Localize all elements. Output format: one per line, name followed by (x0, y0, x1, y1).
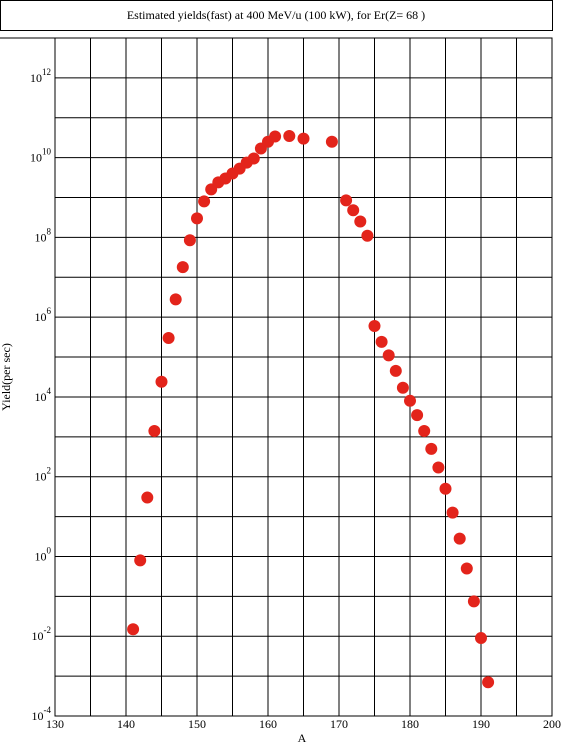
data-point (155, 375, 168, 388)
data-point (247, 152, 260, 165)
title-box (0, 0, 553, 31)
data-point (340, 194, 353, 207)
data-point (475, 632, 487, 645)
y-tick-label: 10-4 (32, 705, 52, 723)
y-tick-label: 104 (35, 386, 52, 404)
y-tick-exponent: -2 (44, 625, 52, 635)
data-point (482, 676, 495, 689)
y-tick-label: 102 (35, 466, 52, 484)
chart-title: Estimated yields(fast) at 400 MeV/u (100… (127, 8, 425, 22)
data-point (347, 204, 360, 217)
data-point (439, 482, 452, 495)
y-tick-label: 1012 (30, 67, 51, 85)
data-point (418, 424, 431, 437)
y-tick-exponent: 6 (47, 306, 52, 316)
y-tick-base: 10 (30, 71, 42, 85)
y-tick-base: 10 (35, 549, 47, 563)
data-point (453, 532, 466, 545)
y-tick-exponent: 12 (42, 67, 51, 77)
data-point (460, 562, 473, 575)
y-tick-label: 100 (35, 545, 52, 563)
data-point (389, 364, 402, 377)
data-point (148, 424, 161, 437)
data-point (127, 623, 140, 636)
data-point (396, 381, 409, 394)
y-axis-label: Yield(per sec) (0, 343, 13, 411)
data-point (361, 229, 374, 242)
data-point (446, 506, 459, 519)
data-point (354, 215, 367, 228)
y-tick-base: 10 (32, 709, 44, 723)
y-tick-exponent: 2 (47, 466, 52, 476)
x-axis-label: A (298, 731, 307, 745)
x-tick-label: 190 (472, 717, 490, 731)
x-tick-label: 140 (117, 717, 135, 731)
data-point (382, 349, 395, 362)
y-tick-base: 10 (35, 390, 47, 404)
data-point (404, 394, 416, 407)
y-tick-exponent: 4 (47, 386, 52, 396)
data-point (141, 491, 154, 504)
data-point (183, 234, 196, 247)
y-tick-base: 10 (30, 151, 42, 165)
data-point (283, 129, 296, 142)
y-tick-exponent: 0 (47, 545, 52, 555)
data-point (198, 195, 211, 208)
data-point (325, 135, 338, 148)
data-point (162, 332, 175, 345)
y-tick-label: 10-2 (32, 625, 52, 643)
data-point (269, 130, 282, 143)
data-point (191, 212, 203, 225)
x-tick-label: 170 (330, 717, 348, 731)
y-tick-label: 108 (35, 226, 52, 244)
data-point (467, 595, 480, 608)
y-tick-base: 10 (32, 629, 44, 643)
y-tick-label: 106 (35, 306, 52, 324)
data-point (411, 409, 424, 422)
y-tick-base: 10 (35, 230, 47, 244)
x-tick-label: 130 (46, 717, 64, 731)
y-tick-exponent: -4 (44, 705, 52, 715)
x-tick-label: 180 (401, 717, 419, 731)
y-tick-exponent: 8 (47, 226, 52, 236)
data-point (375, 335, 388, 348)
data-point (176, 261, 189, 274)
data-point (134, 554, 147, 567)
y-tick-base: 10 (35, 310, 47, 324)
x-tick-label: 150 (188, 717, 206, 731)
data-point (169, 293, 182, 306)
x-tick-label: 160 (259, 717, 277, 731)
x-tick-label: 200 (543, 717, 561, 731)
y-tick-exponent: 10 (42, 147, 52, 157)
data-point (425, 442, 438, 455)
y-tick-label: 1010 (30, 147, 52, 165)
data-point (368, 320, 381, 333)
data-point (432, 461, 445, 474)
y-tick-base: 10 (35, 470, 47, 484)
data-point (297, 132, 310, 145)
